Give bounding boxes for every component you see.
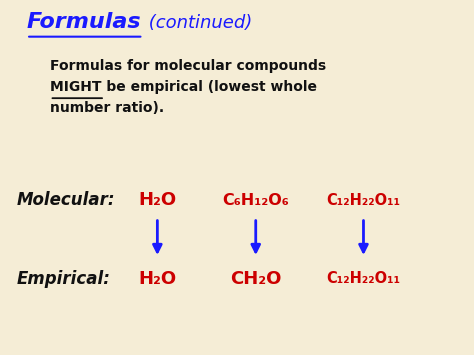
Text: CH₂O: CH₂O — [230, 270, 282, 288]
Text: Empirical:: Empirical: — [17, 270, 111, 288]
Text: H₂O: H₂O — [138, 191, 176, 209]
Text: Formulas: Formulas — [26, 12, 141, 32]
Text: MIGHT be empirical (lowest whole: MIGHT be empirical (lowest whole — [50, 80, 317, 94]
Text: number ratio).: number ratio). — [50, 101, 164, 115]
Text: H₂O: H₂O — [138, 270, 176, 288]
Text: Formulas for molecular compounds: Formulas for molecular compounds — [50, 59, 326, 73]
Text: C₁₂H₂₂O₁₁: C₁₂H₂₂O₁₁ — [327, 193, 401, 208]
Text: (continued): (continued) — [143, 15, 253, 32]
Text: C₆H₁₂O₆: C₆H₁₂O₆ — [222, 193, 289, 208]
Text: Molecular:: Molecular: — [17, 191, 115, 209]
Text: C₁₂H₂₂O₁₁: C₁₂H₂₂O₁₁ — [327, 271, 401, 286]
